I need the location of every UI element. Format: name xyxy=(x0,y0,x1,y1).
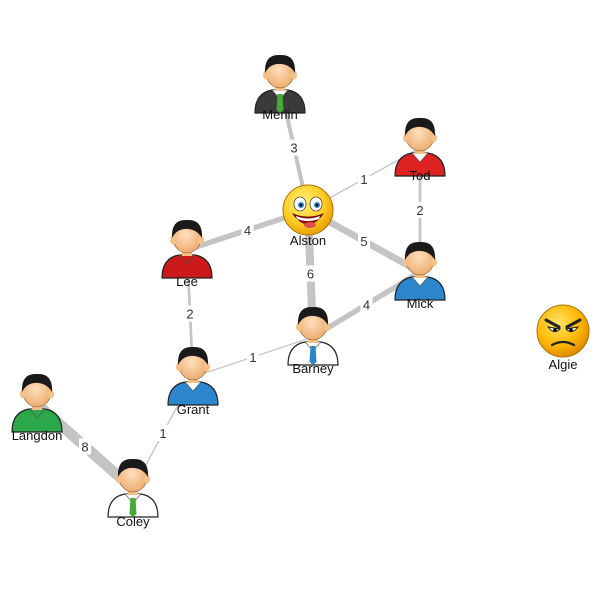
edge-label-bg xyxy=(358,233,370,249)
node-label: Merlin xyxy=(262,107,297,122)
edge-label-bg xyxy=(358,171,370,187)
node-label: Coley xyxy=(116,514,150,529)
edge-weight-label: 2 xyxy=(186,307,193,322)
edge-label-bg xyxy=(304,265,317,282)
edge-label-bg xyxy=(247,349,259,365)
edge-label-bg xyxy=(288,139,300,156)
node-lee[interactable]: Lee xyxy=(161,219,213,289)
node-coley[interactable]: Coley xyxy=(107,458,159,529)
edge-label-bg xyxy=(360,296,373,313)
edge-grant-barney: 1 xyxy=(192,336,314,378)
edge-weight-label: 1 xyxy=(159,426,166,441)
person-icon xyxy=(287,306,339,366)
node-label: Barney xyxy=(292,361,334,376)
node-tod[interactable]: Tod xyxy=(394,117,446,183)
person-icon xyxy=(254,54,306,114)
edge-weight-label: 4 xyxy=(363,298,370,313)
edge-label-bg xyxy=(157,425,169,441)
edges-layer: 3 1 2 4 5 6 4 2 1 1 8 xyxy=(31,82,426,495)
smiley-icon xyxy=(282,184,334,236)
person-icon xyxy=(167,346,219,406)
edge-label-bg xyxy=(79,438,91,455)
edge-label-bg xyxy=(414,202,426,218)
person-icon xyxy=(107,458,159,518)
angry-face-icon xyxy=(536,304,590,358)
node-barney[interactable]: Barney xyxy=(287,306,339,376)
nodes-layer: Merlin Tod Alston Lee Mick Barney Grant Langdon… xyxy=(11,54,590,529)
person-icon xyxy=(161,219,213,279)
person-icon xyxy=(394,241,446,301)
node-label: Langdon xyxy=(12,428,63,443)
node-mick[interactable]: Mick xyxy=(394,241,446,311)
person-icon xyxy=(11,373,63,433)
node-label: Tod xyxy=(410,168,431,183)
node-algie[interactable]: Algie xyxy=(536,304,590,372)
edge-weight-label: 1 xyxy=(360,172,367,187)
edge-weight-label: 4 xyxy=(244,223,251,238)
node-grant[interactable]: Grant xyxy=(167,346,219,417)
node-label: Alston xyxy=(290,233,326,248)
edge-weight-label: 2 xyxy=(416,203,423,218)
node-label: Mick xyxy=(407,296,434,311)
node-label: Algie xyxy=(549,357,578,372)
node-langdon[interactable]: Langdon xyxy=(11,373,63,443)
edge-weight-label: 5 xyxy=(360,234,367,249)
edge-weight-label: 3 xyxy=(290,141,297,156)
node-label: Lee xyxy=(176,274,198,289)
node-alston[interactable]: Alston xyxy=(282,184,334,248)
node-merlin[interactable]: Merlin xyxy=(254,54,306,122)
node-label: Grant xyxy=(177,402,210,417)
person-icon xyxy=(394,117,446,177)
edge-label-bg xyxy=(184,305,196,322)
edge-weight-label: 6 xyxy=(307,267,314,282)
edge-weight-label: 8 xyxy=(81,440,88,455)
edge-weight-label: 1 xyxy=(249,350,256,365)
edge-label-bg xyxy=(241,222,254,238)
